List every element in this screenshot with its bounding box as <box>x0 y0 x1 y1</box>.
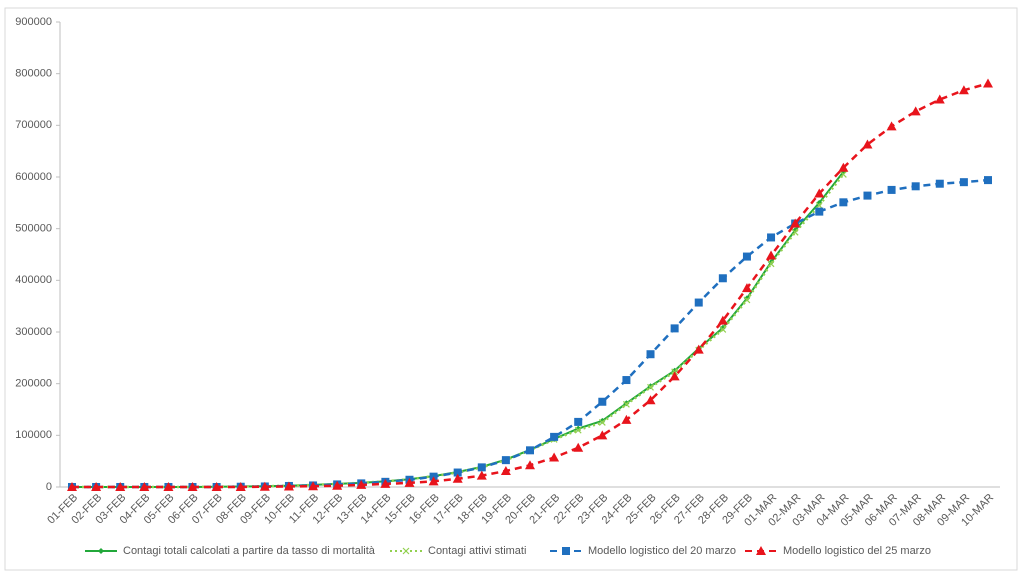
marker <box>308 481 319 491</box>
y-tick-label: 0 <box>46 481 52 493</box>
marker <box>790 218 801 228</box>
marker <box>645 395 656 405</box>
y-tick-label: 300000 <box>15 326 52 338</box>
marker <box>767 260 775 268</box>
marker <box>838 162 849 172</box>
marker <box>766 250 777 260</box>
legend-marker <box>402 547 410 555</box>
marker <box>719 325 727 333</box>
marker <box>791 228 799 236</box>
marker <box>574 426 582 434</box>
series <box>67 78 993 491</box>
marker <box>647 383 654 391</box>
marker <box>646 350 655 359</box>
marker <box>814 188 825 198</box>
marker <box>718 274 727 283</box>
marker <box>934 94 945 104</box>
marker <box>622 376 631 385</box>
marker <box>67 482 77 491</box>
legend-marker <box>562 547 570 555</box>
legend-label: Modello logistico del 25 marzo <box>783 545 931 557</box>
marker <box>886 121 897 131</box>
marker <box>404 477 415 487</box>
marker <box>839 170 847 178</box>
marker <box>139 482 150 491</box>
y-tick-label: 700000 <box>15 119 52 131</box>
marker <box>887 185 896 194</box>
marker <box>259 481 270 491</box>
marker <box>862 139 873 149</box>
marker <box>525 460 535 470</box>
legend-label: Contagi totali calcolati a partire da ta… <box>123 545 376 557</box>
marker <box>453 468 462 477</box>
marker <box>332 480 343 490</box>
marker <box>693 344 704 354</box>
marker <box>741 283 752 293</box>
legend-marker <box>756 546 766 555</box>
legend-label: Contagi attivi stimati <box>428 545 526 557</box>
marker <box>863 191 872 200</box>
marker <box>115 482 126 491</box>
marker <box>476 470 487 480</box>
marker <box>550 432 559 441</box>
marker <box>958 85 969 95</box>
marker <box>815 201 823 209</box>
marker <box>598 397 607 406</box>
legend-label: Modello logistico del 20 marzo <box>588 545 736 557</box>
marker <box>452 473 463 483</box>
marker <box>984 176 992 185</box>
chart-frame <box>4 7 1018 571</box>
marker <box>742 252 751 261</box>
y-tick-label: 900000 <box>15 16 52 28</box>
marker <box>743 296 751 304</box>
marker <box>717 315 728 325</box>
y-tick-label: 100000 <box>15 429 52 441</box>
marker <box>549 452 560 462</box>
marker <box>91 482 102 491</box>
marker <box>283 481 294 491</box>
y-tick-label: 400000 <box>15 274 52 286</box>
marker <box>163 482 174 491</box>
marker <box>526 446 534 455</box>
marker <box>670 324 679 333</box>
marker <box>622 400 630 408</box>
marker <box>669 371 680 381</box>
y-tick-label: 600000 <box>15 171 52 183</box>
marker <box>428 476 439 486</box>
marker <box>380 478 391 488</box>
y-tick-label: 500000 <box>15 223 52 235</box>
legend-marker <box>98 548 104 554</box>
y-tick-label: 800000 <box>15 68 52 80</box>
marker <box>187 482 198 491</box>
marker <box>792 227 799 234</box>
marker <box>815 207 824 216</box>
marker <box>501 456 510 465</box>
marker <box>235 482 246 491</box>
marker <box>500 465 511 475</box>
marker <box>356 479 367 489</box>
marker <box>959 178 968 187</box>
marker <box>598 418 606 426</box>
marker <box>767 233 776 242</box>
marker <box>211 482 222 491</box>
marker <box>983 78 993 88</box>
marker <box>477 463 486 472</box>
marker <box>621 414 632 424</box>
marker <box>694 298 703 307</box>
marker <box>910 106 921 116</box>
marker <box>911 182 920 191</box>
marker <box>574 417 583 426</box>
marker <box>839 198 848 207</box>
marker <box>597 430 608 440</box>
marker <box>573 442 584 452</box>
marker <box>935 179 944 188</box>
y-tick-label: 200000 <box>15 378 52 390</box>
